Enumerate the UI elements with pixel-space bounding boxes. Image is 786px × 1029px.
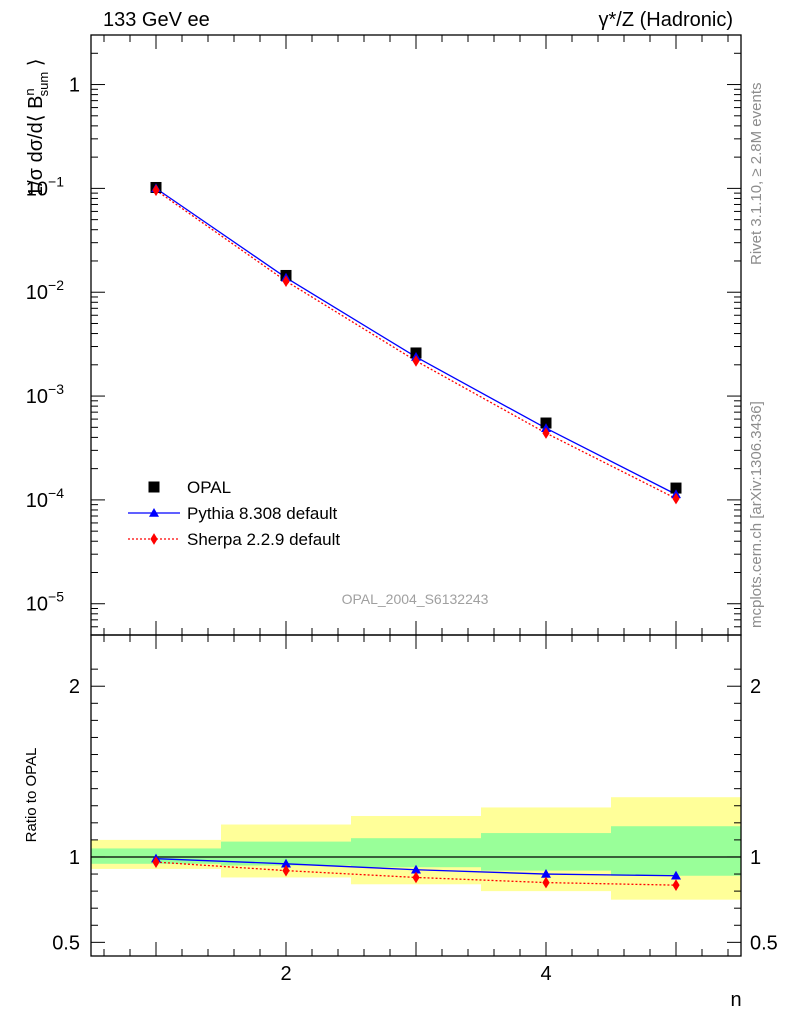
frames: 2 4 1 10−1 10−2 10−3 10−4 10−5 2 2 1 1 0.5 0.5 <box>26 34 778 985</box>
sherpa-point <box>152 184 160 197</box>
ratio-y-tick-label-right: 0.5 <box>750 932 778 954</box>
sherpa-point <box>282 275 290 287</box>
pythia-ratio-point <box>541 869 551 878</box>
rivet-label: Rivet 3.1.10, ≥ 2.8M events <box>748 83 765 266</box>
band-inner <box>611 826 741 876</box>
analysis-watermark: OPAL_2004_S6132243 <box>342 591 489 607</box>
y-tick-label: 10−2 <box>26 277 64 304</box>
y-tick-label: 10−3 <box>26 381 64 408</box>
legend-opal-marker <box>148 481 160 493</box>
x-tick-label: 2 <box>280 963 291 985</box>
opal-point <box>540 417 552 429</box>
opal-point <box>670 482 682 494</box>
y-tick-label: 1 <box>69 75 80 97</box>
legend-sherpa-marker <box>150 533 158 545</box>
pythia-ratio-point <box>411 864 421 874</box>
ratio-y-tick-label: 0.5 <box>52 932 80 954</box>
band-inner <box>481 833 611 871</box>
x-tick-label: 4 <box>540 963 551 985</box>
band-inner <box>221 841 351 866</box>
legend-label: Pythia 8.308 default <box>187 504 338 523</box>
sherpa-point <box>672 492 680 505</box>
header-right: γ*/Z (Hadronic) <box>599 9 733 31</box>
ratio-frame <box>90 634 742 957</box>
mcplots-label: mcplots.cern.ch [arXiv:1306.3436] <box>748 401 765 628</box>
ratio-y-label: Ratio to OPAL <box>23 748 40 843</box>
legend: OPAL Pythia 8.308 default Sherpa 2.2.9 def… <box>128 478 340 549</box>
y-tick-label: 10−5 <box>26 589 64 616</box>
sherpa-line <box>155 189 677 500</box>
sherpa-point <box>412 355 420 367</box>
sherpa-point <box>542 427 550 439</box>
x-axis-label: n <box>730 989 741 1011</box>
ratio-y-tick-label-right: 1 <box>750 847 761 869</box>
header-left: 133 GeV ee <box>103 9 210 31</box>
ratio-y-tick-label: 1 <box>69 847 80 869</box>
sherpa-ratio-point <box>412 871 420 884</box>
y-tick-label: 10−4 <box>26 485 64 512</box>
sherpa-ratio-point <box>542 876 550 889</box>
pythia-ratio-point <box>281 858 291 868</box>
band-inner <box>351 838 481 868</box>
main-plot <box>150 181 682 505</box>
pythia-ratio-point <box>671 870 681 880</box>
sherpa-ratio-point <box>152 856 160 868</box>
sherpa-ratio-point <box>672 879 680 891</box>
legend-label: OPAL <box>187 478 231 497</box>
legend-pythia-marker <box>149 508 159 517</box>
pythia-line <box>155 187 677 495</box>
sherpa-ratio-point <box>282 864 290 877</box>
legend-label: Sherpa 2.2.9 default <box>187 530 340 549</box>
ratio-y-tick-label-right: 2 <box>750 676 761 698</box>
y-tick-label: 10−1 <box>26 173 64 200</box>
main-y-label: 1/σ dσ/d⟨ Bnsum ⟩ <box>22 58 51 197</box>
ratio-plot <box>91 853 741 891</box>
ratio-y-tick-label: 2 <box>69 676 80 698</box>
